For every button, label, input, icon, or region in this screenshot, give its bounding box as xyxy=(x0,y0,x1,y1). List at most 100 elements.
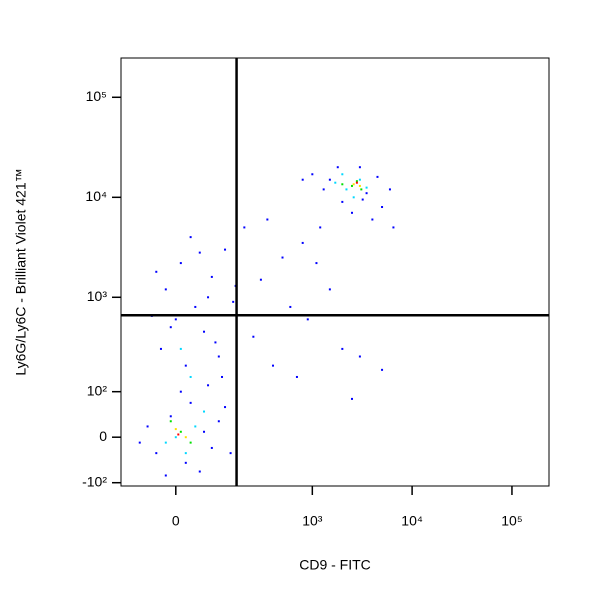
point xyxy=(358,184,361,187)
y-tick-label: 10³ xyxy=(87,288,108,304)
point xyxy=(381,368,384,371)
point xyxy=(214,341,217,344)
point xyxy=(164,441,167,444)
point xyxy=(210,446,213,449)
x-axis-label: CD9 - FITC xyxy=(299,557,371,573)
point xyxy=(272,364,275,367)
point xyxy=(371,218,374,221)
point xyxy=(198,251,201,254)
point xyxy=(179,430,182,433)
point xyxy=(203,410,206,413)
point xyxy=(322,188,325,191)
point xyxy=(341,200,344,203)
point xyxy=(315,262,318,265)
point xyxy=(243,226,246,229)
point xyxy=(221,375,224,378)
point xyxy=(217,355,220,358)
point xyxy=(358,166,361,169)
point xyxy=(207,296,210,299)
point xyxy=(319,226,322,229)
point xyxy=(355,180,358,183)
point xyxy=(210,275,213,278)
plot-frame xyxy=(120,57,550,487)
point xyxy=(289,305,292,308)
point xyxy=(189,401,192,404)
point xyxy=(184,461,187,464)
point xyxy=(174,318,177,321)
point xyxy=(232,300,235,303)
point xyxy=(224,248,227,251)
point xyxy=(224,406,227,409)
point xyxy=(164,288,167,291)
point xyxy=(177,433,180,436)
point xyxy=(169,420,172,423)
point xyxy=(376,175,379,178)
y-tick-label: -10² xyxy=(82,473,107,489)
point xyxy=(259,278,262,281)
point xyxy=(360,188,363,191)
point xyxy=(350,211,353,214)
point xyxy=(358,355,361,358)
point xyxy=(355,181,358,184)
point xyxy=(164,474,167,477)
point xyxy=(169,415,172,418)
point xyxy=(341,173,344,176)
points xyxy=(138,166,395,477)
point xyxy=(194,305,197,308)
x-tick-label: 0 xyxy=(172,513,180,529)
point xyxy=(155,270,158,273)
point xyxy=(207,384,210,387)
y-tick-label: 0 xyxy=(99,428,107,444)
point xyxy=(146,425,149,428)
point xyxy=(174,428,177,431)
point xyxy=(295,375,298,378)
point xyxy=(328,178,331,181)
point xyxy=(328,288,331,291)
point xyxy=(306,318,309,321)
point xyxy=(189,441,192,444)
point xyxy=(334,181,337,184)
point xyxy=(392,226,395,229)
x-tick-label: 10³ xyxy=(302,513,323,529)
point xyxy=(179,390,182,393)
y-tick-label: 10² xyxy=(87,382,108,398)
point xyxy=(301,178,304,181)
point xyxy=(352,183,355,186)
point xyxy=(155,452,158,455)
point xyxy=(184,436,187,439)
point xyxy=(194,425,197,428)
point xyxy=(381,206,384,209)
point xyxy=(184,452,187,455)
point xyxy=(179,347,182,350)
y-tick-label: 10⁵ xyxy=(86,88,107,104)
point xyxy=(138,441,141,444)
point xyxy=(189,375,192,378)
point xyxy=(159,347,162,350)
point xyxy=(336,166,339,169)
point xyxy=(311,173,314,176)
point xyxy=(217,420,220,423)
point xyxy=(365,186,368,189)
point xyxy=(174,436,177,439)
point xyxy=(179,262,182,265)
point xyxy=(189,236,192,239)
point xyxy=(198,470,201,473)
point xyxy=(365,192,368,195)
x-tick-label: 10⁴ xyxy=(401,513,423,529)
point xyxy=(252,335,255,338)
point xyxy=(229,452,232,455)
point xyxy=(169,326,172,329)
point xyxy=(388,188,391,191)
point xyxy=(341,183,344,186)
point xyxy=(203,330,206,333)
point xyxy=(350,184,353,187)
point xyxy=(358,178,361,181)
point xyxy=(352,196,355,199)
y-tick-label: 10⁴ xyxy=(85,188,107,204)
point xyxy=(281,256,284,259)
point xyxy=(301,241,304,244)
y-axis-label: Ly6G/Ly6C - Brilliant Violet 421™ xyxy=(13,168,29,375)
point xyxy=(203,430,206,433)
point xyxy=(350,397,353,400)
